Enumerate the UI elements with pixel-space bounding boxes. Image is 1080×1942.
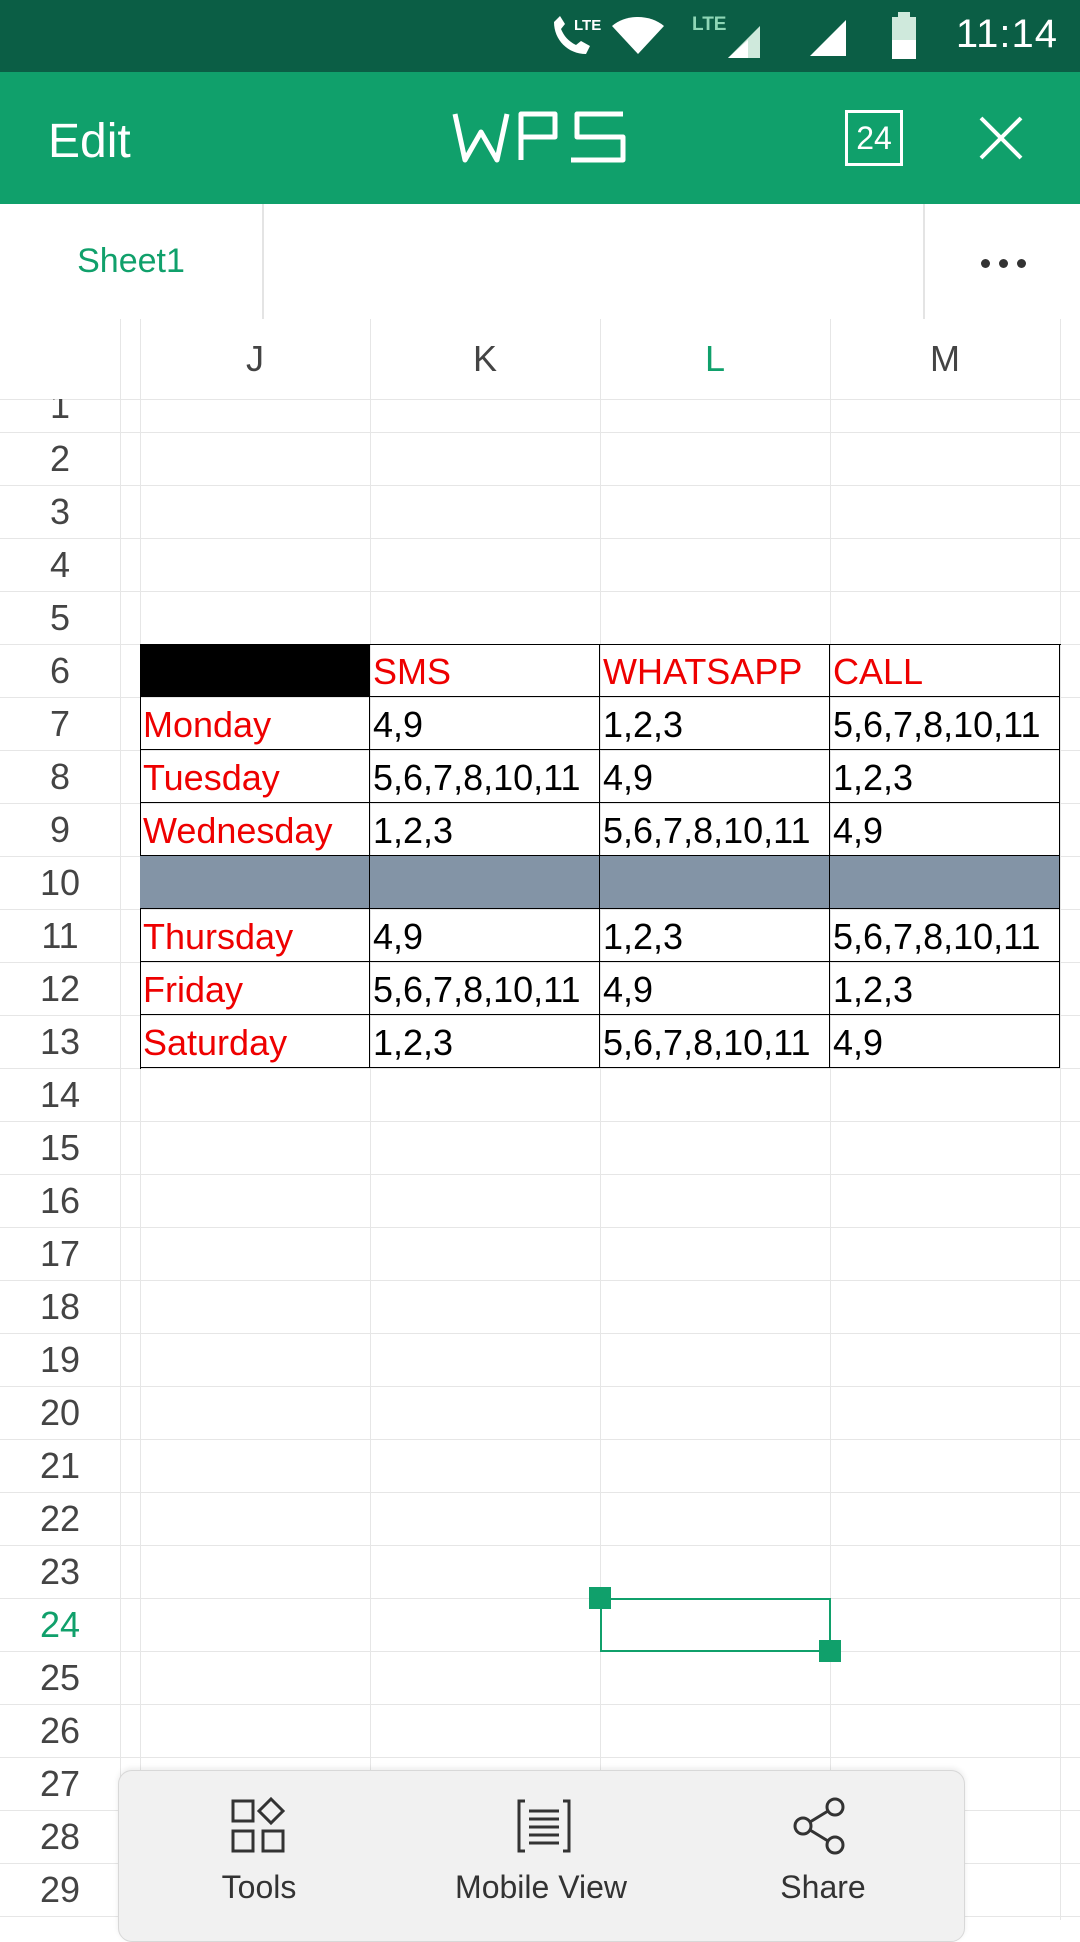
row-header[interactable]: 20 xyxy=(39,1392,81,1433)
row-header[interactable]: 16 xyxy=(39,1180,81,1221)
signal-icon-2 xyxy=(810,20,846,56)
close-icon[interactable] xyxy=(977,114,1025,162)
table-cell[interactable]: 5,6,7,8,10,11 xyxy=(600,1015,830,1068)
table-cell[interactable]: 5,6,7,8,10,11 xyxy=(600,803,830,856)
mobile-view-button[interactable]: Mobile View xyxy=(441,1771,641,1921)
more-options-button[interactable] xyxy=(923,204,1080,319)
table-header-cell[interactable]: CALL xyxy=(830,644,1060,697)
row-header[interactable]: 27 xyxy=(39,1763,81,1804)
row-header[interactable]: 25 xyxy=(39,1657,81,1698)
dot-icon xyxy=(981,259,990,268)
row-header[interactable]: 4 xyxy=(49,544,71,585)
table-row-label[interactable]: Monday xyxy=(140,697,370,750)
clock: 11:14 xyxy=(955,12,1058,56)
row-header[interactable]: 6 xyxy=(49,650,71,691)
table-cell[interactable]: 1,2,3 xyxy=(830,750,1060,803)
column-header-l[interactable]: L xyxy=(704,338,726,379)
column-header-k[interactable]: K xyxy=(472,338,497,379)
table-row-label[interactable]: Thursday xyxy=(140,909,370,962)
lte-call-icon: LTE xyxy=(554,16,601,54)
spreadsheet-grid[interactable]: J K L M 1 2 3 4 5 6 7 8 9 10 11 12 13 14… xyxy=(0,319,1080,1920)
table-row-label[interactable]: Saturday xyxy=(140,1015,370,1068)
row-header[interactable]: 11 xyxy=(41,915,79,956)
edit-button[interactable]: Edit xyxy=(48,115,131,168)
row-header[interactable]: 17 xyxy=(39,1233,81,1274)
row-header[interactable]: 18 xyxy=(39,1286,81,1327)
sheet-tabs-bar: Sheet1 xyxy=(0,204,1080,321)
table-cell[interactable]: 1,2,3 xyxy=(600,909,830,962)
row-header[interactable]: 19 xyxy=(39,1339,81,1380)
table-cell[interactable]: 5,6,7,8,10,11 xyxy=(830,697,1060,750)
row-header[interactable]: 5 xyxy=(49,597,71,638)
row-header[interactable]: 3 xyxy=(49,491,71,532)
table-cell[interactable]: 4,9 xyxy=(600,750,830,803)
row-header[interactable]: 23 xyxy=(39,1551,81,1592)
table-row-label[interactable]: Tuesday xyxy=(140,750,370,803)
selection-handle-top-left[interactable] xyxy=(589,1587,611,1609)
row-header[interactable]: 22 xyxy=(39,1498,81,1539)
table-header-cell[interactable]: WHATSAPP xyxy=(600,644,830,697)
column-header-j[interactable]: J xyxy=(246,338,264,379)
row-header[interactable]: 26 xyxy=(39,1710,81,1751)
table-divider-cell[interactable] xyxy=(370,856,600,909)
table-cell[interactable]: 1,2,3 xyxy=(830,962,1060,1015)
page-count-button[interactable]: 24 xyxy=(845,110,903,166)
row-header[interactable]: 9 xyxy=(49,809,71,850)
share-label: Share xyxy=(780,1869,866,1905)
row-header[interactable]: 13 xyxy=(39,1021,81,1062)
selected-cell[interactable] xyxy=(600,1598,831,1652)
svg-text:LTE: LTE xyxy=(692,14,726,35)
svg-text:LTE: LTE xyxy=(574,17,601,34)
tab-sheet1[interactable]: Sheet1 xyxy=(0,204,264,319)
share-icon xyxy=(793,1797,845,1855)
table-row-label[interactable]: Wednesday xyxy=(140,803,370,856)
table-divider-cell[interactable] xyxy=(140,856,370,909)
row-header[interactable]: 1 xyxy=(49,385,71,426)
status-bar: LTE LTE 11:14 xyxy=(0,0,1080,72)
row-header[interactable]: 8 xyxy=(49,756,71,797)
table-cell[interactable]: 5,6,7,8,10,11 xyxy=(370,750,600,803)
table-row-label[interactable]: Friday xyxy=(140,962,370,1015)
table-cell[interactable]: 5,6,7,8,10,11 xyxy=(830,909,1060,962)
row-header[interactable]: 12 xyxy=(39,968,81,1009)
tools-label: Tools xyxy=(221,1869,297,1905)
table-cell[interactable]: 4,9 xyxy=(830,803,1060,856)
row-header[interactable]: 2 xyxy=(49,438,71,479)
table-cell[interactable]: 1,2,3 xyxy=(600,697,830,750)
app-bar: Edit 24 xyxy=(0,72,1080,204)
table-cell[interactable]: 4,9 xyxy=(600,962,830,1015)
row-header[interactable]: 14 xyxy=(39,1074,81,1115)
table-divider-cell[interactable] xyxy=(600,856,830,909)
table-cell[interactable]: 4,9 xyxy=(830,1015,1060,1068)
row-header[interactable]: 7 xyxy=(49,703,71,744)
row-header[interactable]: 28 xyxy=(39,1816,81,1857)
dot-icon xyxy=(1017,259,1026,268)
share-button[interactable]: Share xyxy=(723,1771,923,1921)
mobile-view-icon xyxy=(517,1799,571,1853)
table-cell[interactable]: 1,2,3 xyxy=(370,803,600,856)
table-cell[interactable]: 4,9 xyxy=(370,909,600,962)
table-cell[interactable]: 1,2,3 xyxy=(370,1015,600,1068)
table-divider-cell[interactable] xyxy=(830,856,1060,909)
row-header-active[interactable]: 24 xyxy=(39,1604,81,1645)
row-header[interactable]: 15 xyxy=(39,1127,81,1168)
selection-handle-bottom-right[interactable] xyxy=(819,1640,841,1662)
wps-logo xyxy=(452,111,626,163)
tools-icon xyxy=(231,1797,286,1853)
wifi-icon xyxy=(612,17,664,54)
dot-icon xyxy=(999,259,1008,268)
table-corner-cell[interactable] xyxy=(140,644,370,697)
row-header[interactable]: 10 xyxy=(39,862,81,903)
table-cell[interactable]: 5,6,7,8,10,11 xyxy=(370,962,600,1015)
column-header-m[interactable]: M xyxy=(930,338,960,379)
bottom-toolbar: Tools Mobile View Share xyxy=(118,1770,965,1942)
signal-icon: LTE xyxy=(692,14,760,58)
table-cell[interactable]: 4,9 xyxy=(370,697,600,750)
tools-button[interactable]: Tools xyxy=(159,1771,359,1921)
row-header[interactable]: 29 xyxy=(39,1869,81,1910)
battery-icon xyxy=(892,12,916,59)
table-header-cell[interactable]: SMS xyxy=(370,644,600,697)
mobile-view-label: Mobile View xyxy=(455,1869,627,1905)
row-header[interactable]: 21 xyxy=(39,1445,81,1486)
